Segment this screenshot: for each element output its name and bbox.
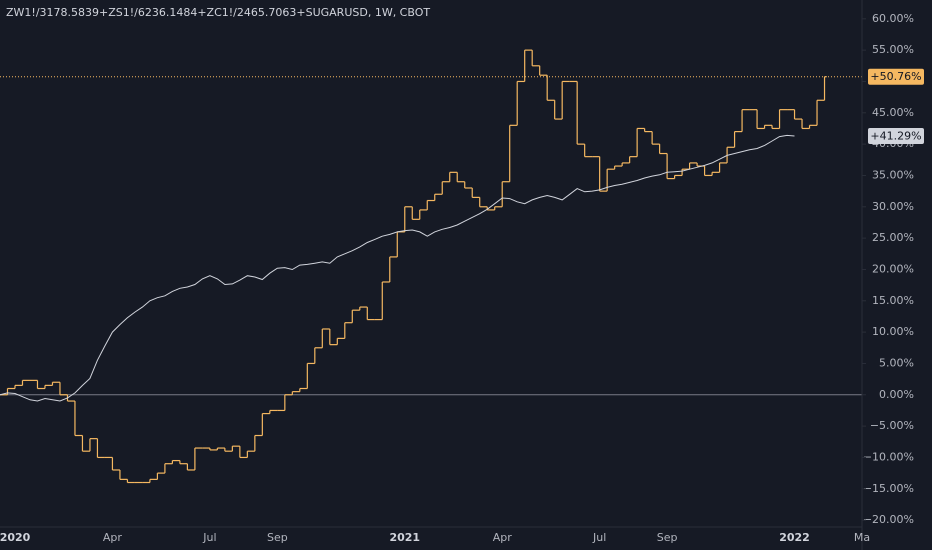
x-tick-label: Sep	[657, 531, 678, 544]
y-tick-label: 60.00%	[872, 12, 914, 25]
chart-title: ZW1!/3178.5839+ZS1!/6236.1484+ZC1!/2465.…	[6, 6, 430, 19]
y-tick-label: 55.00%	[872, 43, 914, 56]
y-tick-label: 10.00%	[872, 325, 914, 338]
y-tick-label: −15.00%	[863, 482, 914, 495]
x-tick-label: 2020	[0, 531, 31, 544]
y-tick-label: 15.00%	[872, 294, 914, 307]
x-tick-label: Apr	[103, 531, 123, 544]
x-tick-label: 2021	[389, 531, 420, 544]
plot-area	[0, 49, 862, 484]
last-value-label: +50.76%	[870, 70, 921, 83]
x-tick-label: Jul	[592, 531, 606, 544]
x-tick-label: Jul	[202, 531, 216, 544]
x-tick-label: Sep	[267, 531, 288, 544]
y-tick-label: 30.00%	[872, 200, 914, 213]
y-tick-label: 5.00%	[879, 356, 914, 369]
last-value-box	[868, 128, 924, 145]
last-value-box	[868, 68, 924, 85]
y-tick-label: −5.00%	[870, 419, 914, 432]
y-tick-label: 0.00%	[879, 388, 914, 401]
y-tick-label: −20.00%	[863, 513, 914, 526]
y-tick-label: 20.00%	[872, 262, 914, 275]
line-series	[0, 134, 795, 402]
x-tick-label: 2022	[779, 531, 810, 544]
y-tick-label: 35.00%	[872, 168, 914, 181]
y-tick-label: −10.00%	[863, 450, 914, 463]
y-tick-label: 45.00%	[872, 106, 914, 119]
x-tick-label: Apr	[493, 531, 513, 544]
price-scale	[862, 0, 932, 550]
last-value-label: +41.29%	[870, 130, 921, 143]
x-tick-label: Ma	[854, 531, 870, 544]
y-tick-label: 25.00%	[872, 231, 914, 244]
scales: 60.00%55.00%50.00%45.00%40.00%35.00%30.0…	[0, 12, 924, 544]
